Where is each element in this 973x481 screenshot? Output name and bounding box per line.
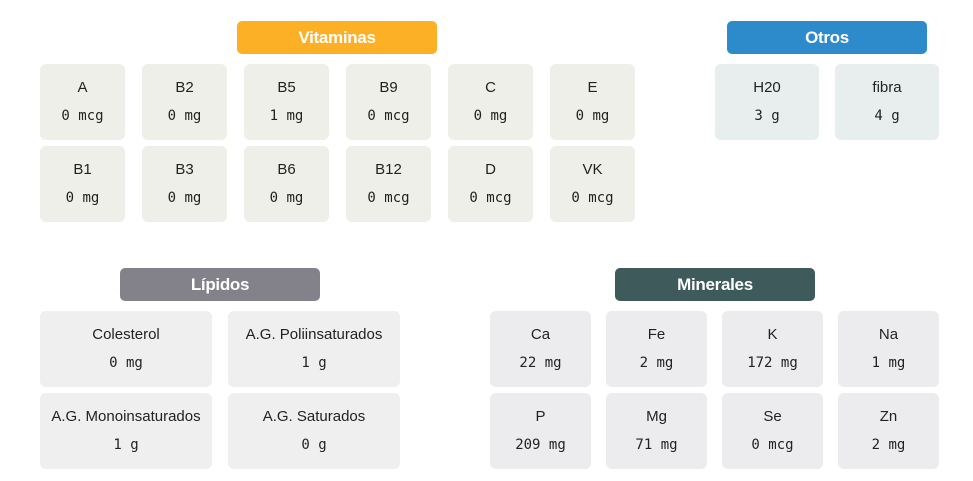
vitaminas-nutrient-card: B2 0 mg <box>142 64 227 140</box>
minerales-grid: Ca 22 mg Fe 2 mg K 172 mg Na 1 mg P 209 mg Mg 71 mg… <box>490 311 939 469</box>
nutrient-value: 22 mg <box>519 355 562 371</box>
nutrient-value: 1 g <box>301 355 327 371</box>
nutrient-value: 0 mcg <box>469 190 512 206</box>
lipidos-nutrient-card: A.G. Monoinsaturados 1 g <box>40 393 212 469</box>
vitaminas-nutrient-card: B12 0 mcg <box>346 146 431 222</box>
nutrient-value: 0 mg <box>109 355 143 371</box>
otros-grid: H20 3 g fibra 4 g <box>715 64 939 140</box>
nutrient-name: Na <box>878 326 899 343</box>
minerales-nutrient-card: Fe 2 mg <box>606 311 707 387</box>
nutrient-value: 0 mcg <box>367 108 410 124</box>
vitaminas-nutrient-card: B3 0 mg <box>142 146 227 222</box>
nutrient-name: Mg <box>646 408 667 425</box>
nutrient-value: 0 mg <box>575 108 610 124</box>
lipidos-nutrient-card: Colesterol 0 mg <box>40 311 212 387</box>
nutrient-value: 0 mcg <box>61 108 104 124</box>
nutrient-name: B1 <box>73 161 92 178</box>
nutrient-name: B2 <box>175 79 194 96</box>
nutrient-name: fibra <box>872 79 902 96</box>
vitaminas-nutrient-card: B6 0 mg <box>244 146 329 222</box>
minerales-nutrient-card: P 209 mg <box>490 393 591 469</box>
nutrient-name: Colesterol <box>92 326 160 343</box>
nutrient-value: 0 mg <box>167 190 202 206</box>
nutrient-value: 0 mcg <box>571 190 614 206</box>
nutrient-name: B5 <box>277 79 296 96</box>
vitaminas-grid: A 0 mcg B2 0 mg B5 1 mg B9 0 mcg C 0 mg E 0 mg B1 0 m… <box>40 64 635 222</box>
minerales-nutrient-card: K 172 mg <box>722 311 823 387</box>
nutrient-name: H20 <box>753 79 781 96</box>
nutrient-value: 0 g <box>301 437 327 453</box>
minerales-nutrient-card: Zn 2 mg <box>838 393 939 469</box>
vitaminas-header: Vitaminas <box>237 21 437 54</box>
nutrient-name: E <box>587 79 598 96</box>
nutrient-value: 0 mg <box>65 190 100 206</box>
nutrient-value: 1 g <box>113 437 139 453</box>
nutrient-name: Se <box>763 408 782 425</box>
nutrient-name: C <box>485 79 496 96</box>
minerales-nutrient-card: Ca 22 mg <box>490 311 591 387</box>
nutrient-name: A.G. Poliinsaturados <box>245 326 383 343</box>
minerales-nutrient-card: Mg 71 mg <box>606 393 707 469</box>
nutrient-value: 2 mg <box>871 437 906 453</box>
nutrient-name: D <box>485 161 496 178</box>
nutrient-name: B9 <box>379 79 398 96</box>
minerales-nutrient-card: Se 0 mcg <box>722 393 823 469</box>
nutrient-name: VK <box>582 161 603 178</box>
nutrient-name: K <box>767 326 778 343</box>
otros-nutrient-card: fibra 4 g <box>835 64 939 140</box>
vitaminas-nutrient-card: B5 1 mg <box>244 64 329 140</box>
nutrient-name: B12 <box>375 161 402 178</box>
lipidos-nutrient-card: A.G. Poliinsaturados 1 g <box>228 311 400 387</box>
nutrient-name: A <box>77 79 88 96</box>
nutrient-name: Fe <box>647 326 666 343</box>
nutrient-name: Ca <box>530 326 551 343</box>
nutrient-value: 4 g <box>874 108 900 124</box>
vitaminas-nutrient-card: D 0 mcg <box>448 146 533 222</box>
otros-header: Otros <box>727 21 927 54</box>
nutrient-value: 1 mg <box>269 108 304 124</box>
nutrient-value: 0 mcg <box>367 190 410 206</box>
otros-nutrient-card: H20 3 g <box>715 64 819 140</box>
nutrient-name: P <box>535 408 546 425</box>
vitaminas-nutrient-card: A 0 mcg <box>40 64 125 140</box>
vitaminas-nutrient-card: VK 0 mcg <box>550 146 635 222</box>
nutrient-value: 0 mg <box>269 190 304 206</box>
lipidos-nutrient-card: A.G. Saturados 0 g <box>228 393 400 469</box>
minerales-header: Minerales <box>615 268 815 301</box>
nutrient-value: 2 mg <box>639 355 674 371</box>
nutrient-name: A.G. Saturados <box>262 408 366 425</box>
nutrient-value: 0 mg <box>167 108 202 124</box>
vitaminas-nutrient-card: B9 0 mcg <box>346 64 431 140</box>
nutrient-value: 71 mg <box>635 437 678 453</box>
nutrient-value: 3 g <box>754 108 780 124</box>
nutrient-value: 172 mg <box>747 355 798 371</box>
nutrient-name: A.G. Monoinsaturados <box>51 408 201 425</box>
vitaminas-nutrient-card: C 0 mg <box>448 64 533 140</box>
nutrient-value: 209 mg <box>515 437 566 453</box>
nutrient-value: 0 mg <box>473 108 508 124</box>
nutrient-name: B3 <box>175 161 194 178</box>
nutrient-value: 1 mg <box>871 355 906 371</box>
nutrient-value: 0 mcg <box>751 437 794 453</box>
lipidos-header: Lípidos <box>120 268 320 301</box>
vitaminas-nutrient-card: B1 0 mg <box>40 146 125 222</box>
nutrient-name: B6 <box>277 161 296 178</box>
vitaminas-nutrient-card: E 0 mg <box>550 64 635 140</box>
minerales-nutrient-card: Na 1 mg <box>838 311 939 387</box>
nutrient-name: Zn <box>879 408 898 425</box>
lipidos-grid: Colesterol 0 mg A.G. Poliinsaturados 1 g A.G… <box>40 311 400 469</box>
